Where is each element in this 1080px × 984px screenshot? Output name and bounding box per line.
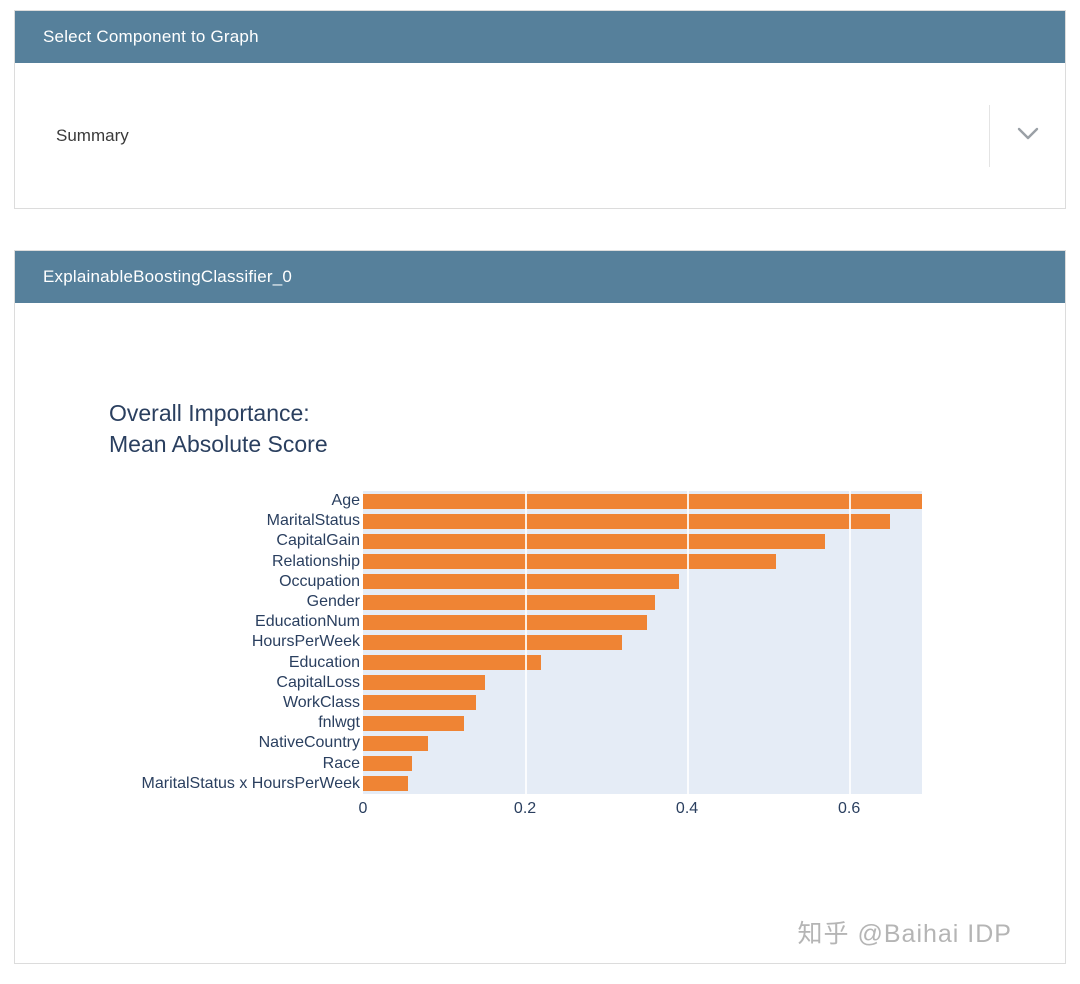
importance-bar[interactable]: [363, 695, 477, 711]
importance-chart: Overall Importance: Mean Absolute Score …: [95, 303, 1065, 826]
y-axis-label: NativeCountry: [258, 734, 360, 752]
importance-bar[interactable]: [363, 493, 922, 509]
bar-row: [363, 733, 922, 753]
y-axis-label: Education: [288, 653, 360, 671]
x-tick-label: 0.4: [675, 800, 699, 817]
importance-bar[interactable]: [363, 554, 777, 570]
importance-bar[interactable]: [363, 594, 655, 610]
bars-container: [363, 491, 922, 794]
y-axis-label: Occupation: [279, 572, 360, 590]
y-axis-label: EducationNum: [255, 613, 360, 631]
y-axis-label: Gender: [306, 593, 360, 611]
chart-plot-grid: Age MaritalStatus CapitalGain Relationship O…: [95, 491, 1065, 826]
chart-title-line2: Mean Absolute Score: [109, 431, 328, 457]
y-axis-label: MaritalStatus: [266, 512, 360, 530]
bar-row: [363, 774, 922, 794]
bar-row: [363, 693, 922, 713]
importance-bar[interactable]: [363, 574, 679, 590]
chevron-down-icon[interactable]: [1017, 127, 1039, 145]
x-tick-label: 0.6: [837, 800, 861, 817]
watermark: 知乎 @Baihai IDP: [797, 920, 1012, 948]
select-component-card: Select Component to Graph Summary: [14, 10, 1066, 209]
bar-row: [363, 511, 922, 531]
importance-bar[interactable]: [363, 735, 428, 751]
importance-bar[interactable]: [363, 715, 465, 731]
y-axis-label: Race: [322, 754, 360, 772]
chart-title: Overall Importance: Mean Absolute Score: [109, 398, 1065, 460]
importance-bar[interactable]: [363, 655, 542, 671]
y-axis-label: WorkClass: [282, 693, 360, 711]
bar-row: [363, 713, 922, 733]
x-axis: 0 0.2 0.4 0.6: [359, 800, 922, 826]
y-axis-label: CapitalLoss: [276, 673, 360, 691]
chart-title-line1: Overall Importance:: [109, 400, 310, 426]
component-dropdown[interactable]: [989, 104, 1065, 167]
bar-row: [363, 753, 922, 773]
y-axis-label: HoursPerWeek: [251, 633, 360, 651]
x-tick-label: 0: [358, 800, 368, 817]
x-tick-label: 0.2: [513, 800, 537, 817]
model-card: ExplainableBoostingClassifier_0 Overall …: [14, 250, 1066, 964]
y-axis-label: Age: [331, 492, 360, 510]
y-axis-label: Relationship: [271, 552, 360, 570]
importance-bar[interactable]: [363, 776, 408, 792]
bar-row: [363, 552, 922, 572]
plot-area: [363, 491, 922, 794]
bar-row: [363, 673, 922, 693]
y-axis-labels: Age MaritalStatus CapitalGain Relationship O…: [95, 491, 363, 794]
component-dropdown-value[interactable]: Summary: [56, 125, 129, 145]
bar-row: [363, 632, 922, 652]
model-card-header: ExplainableBoostingClassifier_0: [15, 251, 1065, 303]
bar-row: [363, 592, 922, 612]
importance-bar[interactable]: [363, 513, 890, 529]
importance-bar[interactable]: [363, 634, 623, 650]
y-axis-label: fnlwgt: [318, 714, 360, 732]
importance-bar[interactable]: [363, 533, 825, 549]
bar-row: [363, 612, 922, 632]
bar-row: [363, 653, 922, 673]
importance-bar[interactable]: [363, 614, 647, 630]
select-card-header: Select Component to Graph: [15, 11, 1065, 63]
select-card-body: Summary: [15, 63, 1065, 208]
y-axis-label: CapitalGain: [276, 532, 360, 550]
y-axis-label: MaritalStatus x HoursPerWeek: [141, 774, 360, 792]
importance-bar[interactable]: [363, 675, 485, 691]
bar-row: [363, 531, 922, 551]
bar-row: [363, 572, 922, 592]
model-card-body: Overall Importance: Mean Absolute Score …: [15, 303, 1065, 961]
bar-row: [363, 491, 922, 511]
importance-bar[interactable]: [363, 756, 412, 772]
